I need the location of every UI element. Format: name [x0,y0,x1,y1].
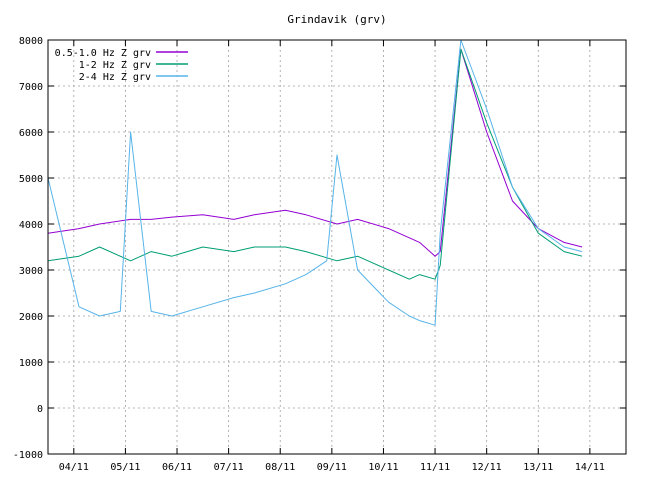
legend-label: 2-4 Hz Z grv [79,72,151,83]
y-tick-label: 2000 [19,312,43,323]
x-tick-label: 11/11 [420,462,450,473]
grid [48,40,626,454]
series-line-2 [47,48,583,280]
series-line-1 [47,48,583,257]
x-tick-label: 06/11 [162,462,192,473]
y-tick-label: 7000 [19,82,43,93]
chart-title: Grindavik (grv) [287,13,386,26]
plot-frame [47,39,627,455]
x-tick-label: 14/11 [575,462,605,473]
y-tick-label: -1000 [13,450,43,461]
y-tick-label: 1000 [19,358,43,369]
axis-ticks: -1000 0 1000 2000 3000 4000 5000 6000 7000 8000 04… [13,36,626,473]
series-line-3 [47,39,583,326]
x-tick-label: 09/11 [317,462,347,473]
legend-label: 0.5-1.0 Hz Z grv [55,48,151,59]
y-tick-label: 3000 [19,266,43,277]
x-tick-label: 04/11 [59,462,89,473]
y-tick-label: 0 [37,404,43,415]
series-lines [47,39,583,326]
x-tick-label: 13/11 [523,462,553,473]
y-tick-label: 4000 [19,220,43,231]
x-tick-label: 05/11 [110,462,140,473]
x-tick-label: 07/11 [214,462,244,473]
y-tick-label: 6000 [19,128,43,139]
legend-label: 1-2 Hz Z grv [79,60,151,71]
x-tick-label: 12/11 [472,462,502,473]
x-tick-label: 10/11 [368,462,398,473]
y-tick-label: 5000 [19,174,43,185]
y-tick-label: 8000 [19,36,43,47]
x-tick-label: 08/11 [265,462,295,473]
